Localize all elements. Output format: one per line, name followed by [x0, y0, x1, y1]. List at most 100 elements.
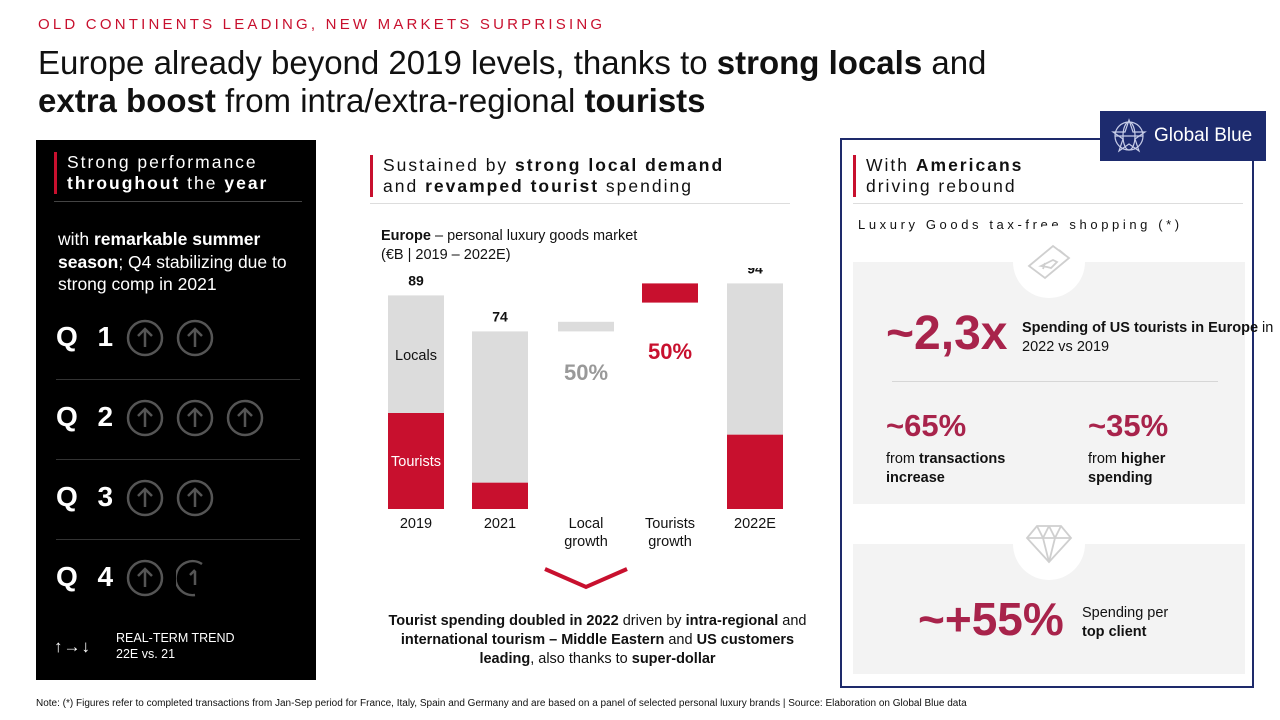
top-client-description: Spending per top client [1082, 604, 1168, 642]
takeaway-bold: Tourist spending doubled in 2022 [388, 613, 619, 629]
up-arrow-icon [126, 399, 164, 437]
x-tick-label: 2021 [484, 516, 516, 532]
quarter-row-q4: Q 4 [56, 540, 300, 620]
quarter-label: Q 3 [56, 481, 120, 512]
bar-locals [727, 283, 783, 435]
bar-locals [472, 331, 528, 483]
chart-title-rest: – personal luxury goods market [430, 228, 638, 244]
x-tick-label: Local [569, 516, 604, 532]
quarter-label: Q 1 [56, 321, 120, 352]
global-blue-logo: Global Blue [1100, 111, 1266, 161]
right-panel-heading: With Americans driving rebound [853, 155, 1023, 197]
panel-heading-bold: throughout [67, 173, 181, 193]
title-part: and [922, 44, 987, 81]
bar-local-growth [558, 321, 614, 332]
divider [56, 539, 300, 540]
chart-title-bold: Europe [381, 228, 431, 244]
trend-legend: REAL-TERM TREND 22E vs. 21 [116, 630, 235, 662]
divider [892, 381, 1218, 382]
takeaway-text: and [778, 613, 807, 629]
panel-heading-line1: Strong performance [67, 152, 258, 172]
x-tick-label: 2022E [734, 516, 776, 532]
bar-locals [388, 295, 444, 413]
up-arrow-icon [126, 319, 164, 357]
panel-heading-text: the [180, 173, 225, 193]
heading-text: spending [599, 176, 693, 196]
summer-text: with [58, 229, 94, 249]
up-arrow-icon [126, 479, 164, 517]
chart-title: Europe – personal luxury goods market (€… [381, 227, 637, 265]
heading-bold: revamped tourist [425, 176, 600, 196]
x-tick-label: growth [648, 534, 692, 550]
desc-bold: transactions increase [886, 451, 1006, 486]
market-bar-chart: 89 2019 74 2021 Local growth Tourists growth 94 2… [388, 268, 783, 550]
quarter-row-q2: Q 2 [56, 380, 300, 460]
title-bold: strong locals [716, 44, 923, 81]
trend-arrows-legend-icon: ↑→↓ [54, 637, 91, 656]
title-part: from intra/extra-regional [215, 82, 585, 119]
quarter-row-q3: Q 3 [56, 460, 300, 540]
bar-total-label: 89 [408, 272, 424, 288]
tourists-growth-share-label: 50% [648, 339, 692, 364]
takeaway-text: , also thanks to [530, 651, 632, 667]
legend-line1: REAL-TERM TREND [116, 631, 235, 645]
divider [370, 203, 790, 204]
transactions-share: ~65% [886, 408, 967, 443]
desc-text: from [1088, 451, 1122, 467]
desc-line1: Spending per [1082, 605, 1169, 621]
x-tick-label: growth [564, 534, 608, 550]
up-arrow-icon [176, 479, 214, 517]
heading-text: and [383, 176, 426, 196]
desc-text: in 2022 vs 2019 [1022, 320, 1274, 355]
chart-takeaway: Tourist spending doubled in 2022 driven … [385, 612, 810, 669]
summer-note: with remarkable summer season; Q4 stabil… [58, 228, 308, 296]
globe-logo-icon [1111, 118, 1147, 153]
divider [54, 201, 302, 202]
panel-heading: Strong performance throughout the year [54, 152, 268, 194]
page-title: Europe already beyond 2019 levels, thank… [38, 44, 1088, 120]
tax-free-label: Luxury Goods tax-free shopping (*) [858, 217, 1183, 232]
footnote: Note: (*) Figures refer to completed tra… [36, 698, 967, 709]
quarter-label: Q 2 [56, 401, 120, 432]
summer-text: ; Q4 stabilizing due to strong comp in 2… [58, 251, 287, 295]
takeaway-bold: international tourism – Middle Eastern [400, 632, 665, 648]
spending-share: ~35% [1088, 408, 1169, 443]
bar-tourists [727, 434, 783, 509]
bar-total-label: 74 [492, 308, 508, 324]
quarter-row-q1: Q 1 [56, 300, 300, 380]
series-label-locals: Locals [395, 348, 437, 364]
transactions-description: from transactions increase [886, 450, 1046, 488]
bar-tourists [472, 482, 528, 509]
series-label-tourists: Tourists [391, 454, 441, 470]
icon-badge [1013, 508, 1085, 580]
takeaway-bold: super-dollar [631, 651, 716, 667]
takeaway-text: and [664, 632, 697, 648]
heading-bold: Americans [915, 155, 1024, 175]
up-arrow-icon [226, 399, 264, 437]
us-spending-description: Spending of US tourists in Europe in 202… [1022, 319, 1280, 357]
heading-text: With [866, 155, 916, 175]
quarter-label: Q 4 [56, 561, 120, 592]
logo-text: Global Blue [1154, 125, 1253, 146]
panel-heading-bold: year [224, 173, 269, 193]
us-spending-multiplier: ~2,3x [886, 307, 1008, 360]
diamond-icon [1025, 525, 1073, 564]
title-bold: extra boost [38, 82, 216, 119]
chart-section-heading: Sustained by strong local demand and rev… [370, 155, 724, 197]
title-bold: tourists [584, 82, 706, 119]
heading-bold: strong local demand [515, 155, 725, 175]
x-tick-label: Tourists [645, 516, 695, 532]
bar-tourists [388, 413, 444, 509]
desc-bold: higher spending [1088, 451, 1166, 486]
desc-bold: Spending of US tourists in Europe [1022, 320, 1259, 336]
desc-text: from [886, 451, 920, 467]
up-arrow-icon [126, 559, 164, 597]
desc-bold: top client [1082, 624, 1147, 640]
partial-up-arrow-icon [176, 559, 203, 597]
bar-tourists-growth [642, 283, 698, 303]
icon-badge [1013, 226, 1085, 298]
title-part: Europe already beyond 2019 levels, thank… [38, 44, 717, 81]
divider [56, 459, 300, 460]
x-tick-label: 2019 [400, 516, 432, 532]
takeaway-text: driven by [618, 613, 686, 629]
